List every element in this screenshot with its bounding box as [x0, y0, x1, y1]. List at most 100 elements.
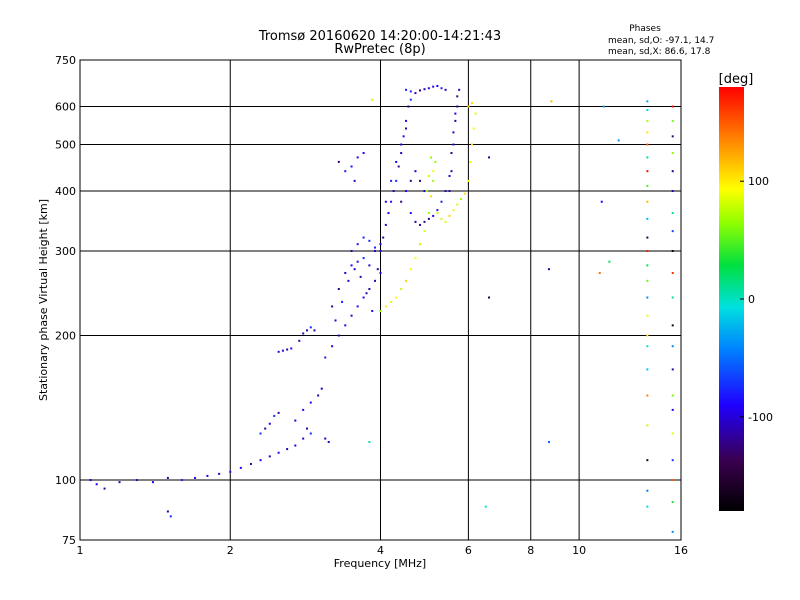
data-point: [646, 200, 649, 203]
data-point: [646, 131, 649, 134]
colorbar-gradient: [719, 87, 744, 511]
data-point: [456, 203, 459, 206]
data-point: [405, 127, 408, 130]
data-point: [474, 112, 477, 115]
y-tick-label: 400: [55, 185, 76, 198]
data-point: [356, 243, 359, 246]
data-point: [368, 264, 371, 267]
data-point: [671, 394, 674, 397]
data-point: [409, 98, 412, 101]
data-point: [444, 88, 447, 91]
data-point: [450, 170, 453, 173]
data-point: [488, 296, 491, 299]
data-point: [405, 119, 408, 122]
colorbar-tick-label: 0: [748, 293, 755, 306]
data-point: [194, 476, 197, 479]
data-point: [362, 296, 365, 299]
data-point: [218, 472, 221, 475]
data-point: [344, 271, 347, 274]
data-point: [407, 105, 410, 108]
data-point: [646, 184, 649, 187]
data-point: [384, 200, 387, 203]
data-point: [290, 347, 293, 350]
data-point: [484, 505, 487, 508]
data-point: [400, 288, 403, 291]
data-point: [547, 268, 550, 271]
data-point: [646, 368, 649, 371]
data-point: [337, 334, 340, 337]
data-point: [646, 156, 649, 159]
data-point: [671, 368, 674, 371]
data-point: [344, 324, 347, 327]
data-point: [671, 135, 674, 138]
y-tick-label: 500: [55, 139, 76, 152]
data-point: [409, 179, 412, 182]
data-point: [671, 212, 674, 215]
data-point: [382, 236, 385, 239]
data-point: [419, 243, 422, 246]
data-point: [427, 212, 430, 215]
data-point: [281, 349, 284, 352]
data-point: [337, 160, 340, 163]
data-point: [309, 432, 312, 435]
data-point: [334, 319, 337, 322]
data-point: [646, 264, 649, 267]
data-point: [671, 152, 674, 155]
data-point: [671, 408, 674, 411]
data-point: [646, 119, 649, 122]
y-tick-label: 200: [55, 330, 76, 343]
data-point: [264, 427, 267, 430]
data-point: [671, 479, 674, 482]
data-point: [337, 288, 340, 291]
data-point: [470, 143, 473, 146]
data-point: [467, 179, 470, 182]
data-point: [452, 131, 455, 134]
data-point: [432, 214, 435, 217]
data-point: [362, 236, 365, 239]
colorbar-label: [deg]: [719, 72, 754, 87]
plot-area: 1 2 4 6 8 10 16 75 100 200 300 400 500 600 750: [55, 54, 688, 557]
data-point: [324, 437, 327, 440]
data-point: [600, 200, 603, 203]
data-point: [646, 217, 649, 220]
data-point: [423, 230, 426, 233]
data-point: [317, 394, 320, 397]
y-tick-label: 750: [55, 54, 76, 67]
data-point: [344, 170, 347, 173]
x-tick-label: 8: [527, 544, 534, 557]
data-point: [249, 462, 252, 465]
data-point: [409, 212, 412, 215]
data-point: [368, 288, 371, 291]
data-point: [379, 243, 382, 246]
data-point: [374, 246, 377, 249]
data-point: [400, 200, 403, 203]
data-point: [432, 179, 435, 182]
data-point: [671, 250, 674, 253]
data-point: [434, 160, 437, 163]
data-point: [356, 305, 359, 308]
data-point: [427, 87, 430, 90]
data-point: [395, 179, 398, 182]
data-point: [646, 170, 649, 173]
data-point: [617, 139, 620, 142]
data-point: [286, 448, 289, 451]
data-point: [646, 100, 649, 103]
data-point: [286, 348, 289, 351]
data-point: [440, 217, 443, 220]
data-point: [353, 268, 356, 271]
data-point: [414, 170, 417, 173]
data-point: [646, 394, 649, 397]
data-point: [671, 530, 674, 533]
data-point: [448, 214, 451, 217]
data-point: [362, 257, 365, 260]
x-tick-label: 2: [227, 544, 234, 557]
y-tick-label: 75: [62, 534, 76, 547]
data-point: [646, 250, 649, 253]
chart-title: Tromsø 20160620 14:20:00-14:21:43: [258, 29, 501, 44]
data-point: [646, 279, 649, 282]
data-point: [456, 95, 459, 98]
data-point: [550, 100, 553, 103]
data-point: [390, 300, 393, 303]
phase-colorbar: [deg] 100 0 -100: [719, 72, 773, 511]
data-point: [302, 332, 305, 335]
